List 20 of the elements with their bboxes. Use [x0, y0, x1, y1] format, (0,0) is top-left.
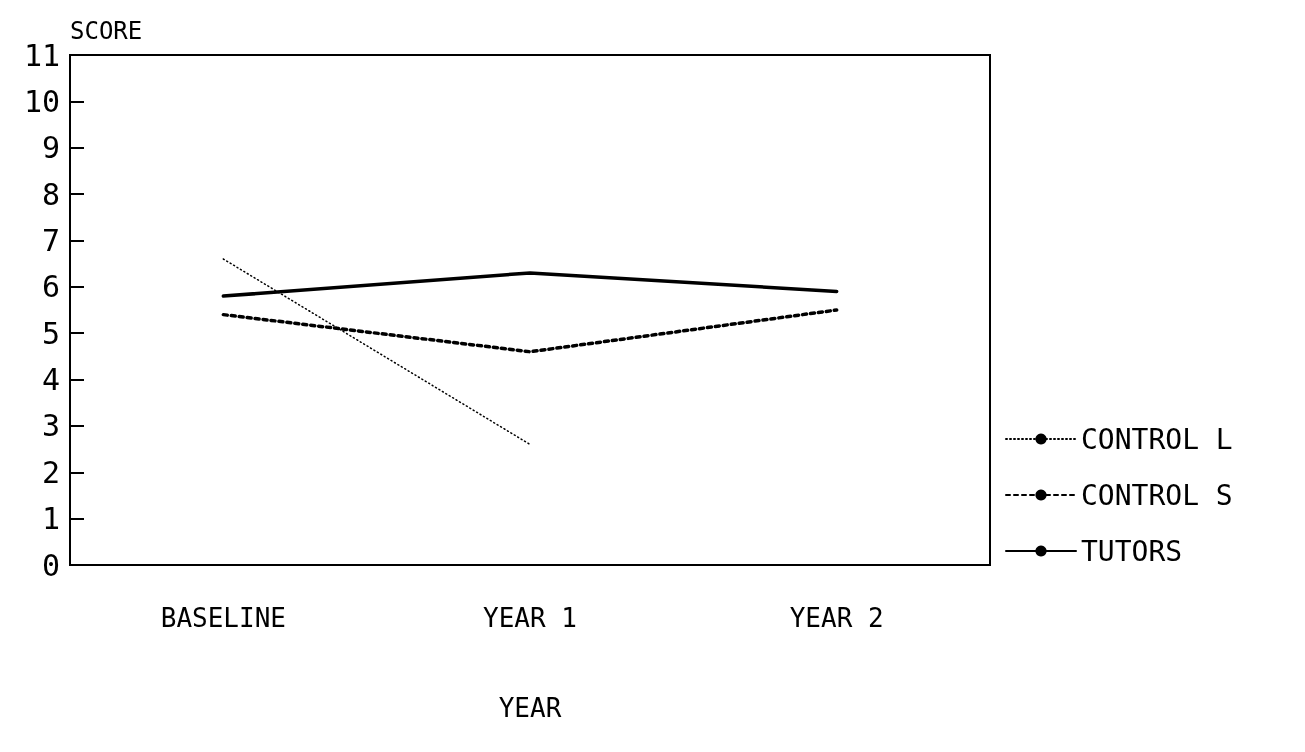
y-tick-label: 5: [41, 315, 60, 351]
y-tick-label: 11: [23, 37, 60, 73]
y-tick-label: 6: [41, 269, 60, 305]
legend-label: CONTROL S: [1081, 478, 1233, 512]
y-tick-label: 8: [41, 176, 60, 212]
y-tick-label: 2: [41, 454, 60, 490]
x-tick-label: BASELINE: [160, 603, 286, 633]
y-tick-label: 4: [41, 362, 60, 398]
y-tick-label: 7: [41, 222, 60, 258]
y-tick-label: 3: [41, 408, 60, 444]
legend-label: TUTORS: [1081, 534, 1183, 568]
x-tick-label: YEAR 1: [483, 603, 577, 633]
y-axis-title: SCORE: [70, 17, 143, 45]
x-tick-label: YEAR 2: [789, 603, 884, 633]
legend-label: CONTROL L: [1081, 422, 1233, 456]
y-tick-label: 0: [41, 547, 60, 583]
y-tick-label: 9: [41, 130, 60, 166]
y-tick-label: 1: [41, 501, 60, 537]
y-tick-label: 10: [23, 83, 60, 119]
x-axis-title: YEAR: [498, 693, 562, 723]
